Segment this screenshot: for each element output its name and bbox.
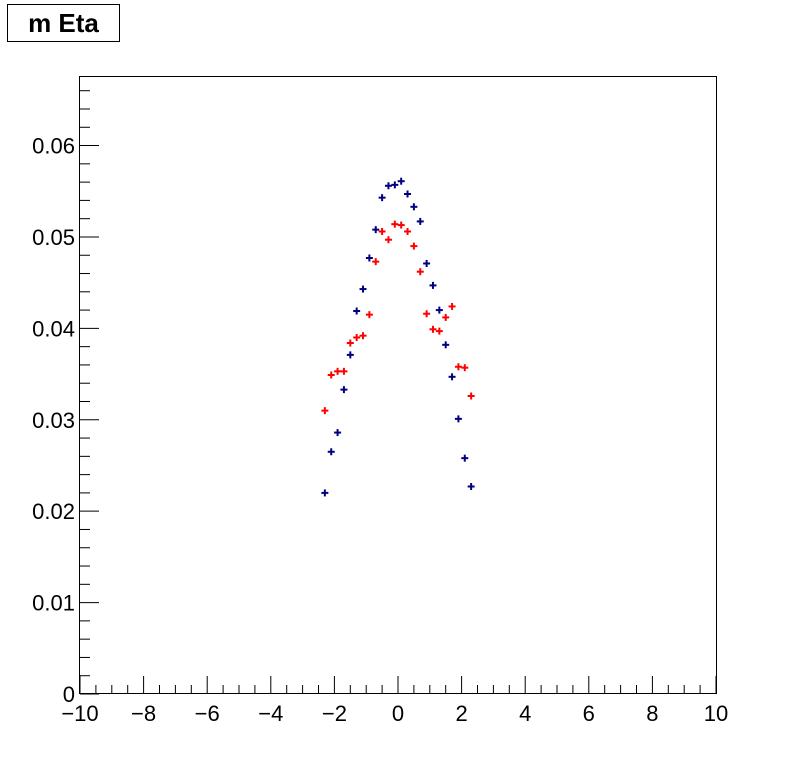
data-point-series-2 <box>321 407 329 415</box>
data-point-series-1 <box>391 181 399 189</box>
data-point-series-2 <box>435 327 443 335</box>
data-point-series-1 <box>423 259 431 267</box>
y-tick-label: 0.01 <box>32 591 75 616</box>
data-point-series-2 <box>359 332 367 340</box>
data-point-series-1 <box>454 415 462 423</box>
data-point-series-2 <box>378 227 386 235</box>
data-point-series-2 <box>353 334 361 342</box>
x-tick-label: −10 <box>61 701 98 726</box>
data-point-series-1 <box>416 217 424 225</box>
data-point-series-2 <box>454 363 462 371</box>
data-point-series-2 <box>391 220 399 228</box>
y-tick-label: 0 <box>63 682 75 707</box>
y-tick-label: 0.04 <box>32 316 75 341</box>
x-tick-label: 10 <box>704 701 728 726</box>
data-point-series-2 <box>404 227 412 235</box>
data-point-series-1 <box>378 194 386 202</box>
y-tick-label: 0.03 <box>32 408 75 433</box>
data-point-series-1 <box>353 307 361 315</box>
y-tick-label: 0.05 <box>32 225 75 250</box>
data-point-series-1 <box>397 177 405 185</box>
x-axis-tick-labels: −10 −8 −6 −4 −2 0 2 4 6 8 10 <box>61 701 728 726</box>
x-tick-label: −8 <box>131 701 156 726</box>
plot-frame <box>79 76 717 694</box>
data-point-series-2 <box>416 268 424 276</box>
data-point-series-1 <box>334 429 342 437</box>
x-tick-label: −4 <box>258 701 283 726</box>
x-tick-label: 2 <box>455 701 467 726</box>
x-tick-label: 6 <box>583 701 595 726</box>
data-point-series-1 <box>359 285 367 293</box>
data-point-series-1 <box>327 448 335 456</box>
chart-title: m Eta <box>7 4 120 42</box>
data-point-series-1 <box>365 254 373 262</box>
y-axis-tick-labels: 0 0.01 0.02 0.03 0.04 0.05 0.06 <box>32 134 75 707</box>
data-point-series-1 <box>467 483 475 491</box>
x-tick-label: 4 <box>519 701 531 726</box>
data-point-series-2 <box>467 392 475 400</box>
data-point-series-2 <box>442 313 450 321</box>
x-tick-label: 8 <box>646 701 658 726</box>
data-point-series-2 <box>423 310 431 318</box>
y-tick-label: 0.02 <box>32 499 75 524</box>
data-point-series-1 <box>429 281 437 289</box>
data-point-series-1 <box>410 203 418 211</box>
data-point-series-1 <box>340 386 348 394</box>
data-point-series-2 <box>429 325 437 333</box>
data-point-series-2 <box>365 311 373 319</box>
data-point-series-2 <box>372 258 380 266</box>
x-tick-label: −6 <box>195 701 220 726</box>
data-point-series-1 <box>384 182 392 190</box>
x-tick-label: −2 <box>322 701 347 726</box>
data-point-series-1 <box>372 226 380 234</box>
data-point-series-1 <box>404 190 412 198</box>
y-tick-label: 0.06 <box>32 134 75 159</box>
data-point-series-1 <box>461 454 469 462</box>
data-point-series-1 <box>448 373 456 381</box>
data-point-series-2 <box>384 236 392 244</box>
data-point-series-2 <box>334 367 342 375</box>
data-point-series-2 <box>397 221 405 229</box>
data-point-series-2 <box>327 371 335 379</box>
data-markers <box>321 177 475 497</box>
chart-title-text: m Eta <box>28 7 99 38</box>
data-point-series-2 <box>410 242 418 250</box>
data-point-series-1 <box>435 306 443 314</box>
x-tick-label: 0 <box>392 701 404 726</box>
data-point-series-1 <box>321 489 329 497</box>
data-point-series-2 <box>448 302 456 310</box>
axis-ticks <box>79 90 717 695</box>
data-point-series-2 <box>340 367 348 375</box>
data-point-series-1 <box>346 351 354 359</box>
data-point-series-1 <box>442 341 450 349</box>
data-point-series-2 <box>461 364 469 372</box>
data-point-series-2 <box>346 339 354 347</box>
